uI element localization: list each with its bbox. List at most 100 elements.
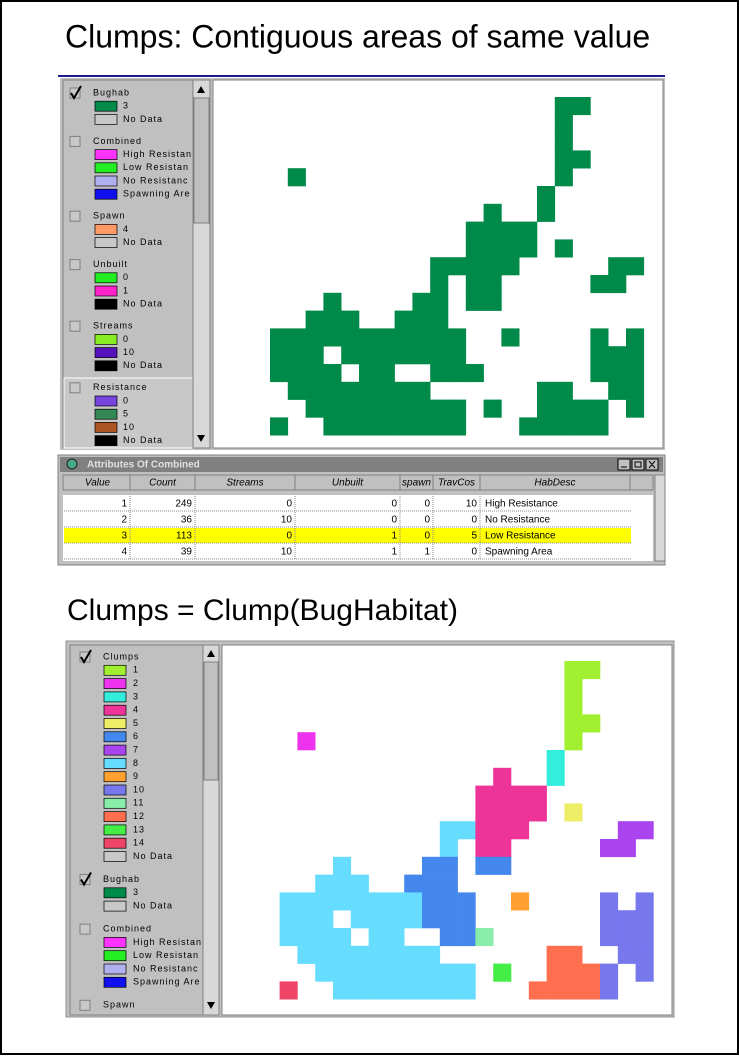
column-header[interactable]: HabDesc (534, 478, 575, 489)
layer-checkbox[interactable] (69, 382, 81, 394)
map-cell (315, 963, 334, 982)
map-cell (617, 928, 636, 947)
map-cell (359, 381, 378, 400)
layer-name: Combined (103, 923, 152, 933)
scroll-thumb[interactable] (203, 661, 219, 781)
table-scrollbar[interactable] (654, 474, 666, 562)
layer-checkbox[interactable] (79, 923, 91, 935)
maximize-button[interactable] (631, 458, 645, 471)
layer-checkbox[interactable] (79, 999, 91, 1011)
legend-swatch (94, 162, 118, 174)
layer-name: Bughab (103, 874, 140, 884)
map-cell (422, 945, 441, 964)
map-cell (287, 328, 306, 347)
map-cell (350, 981, 369, 1000)
map-cell (422, 856, 441, 875)
window-buttons[interactable] (617, 458, 659, 471)
map-cell (448, 399, 467, 418)
map-cell (465, 292, 484, 311)
column-header[interactable]: Count (149, 478, 177, 489)
map-cell (422, 874, 441, 893)
map-cell (528, 981, 547, 1000)
legend-swatch (94, 360, 118, 372)
map-cell (368, 910, 387, 929)
map-cell (323, 310, 342, 329)
selected-row[interactable] (64, 528, 631, 543)
column-header[interactable]: Unbuilt (332, 478, 364, 489)
map-cell (333, 856, 352, 875)
map-cell (341, 310, 360, 329)
map-cell (350, 892, 369, 911)
legend-label: 3 (133, 887, 139, 897)
legend-swatch (94, 408, 118, 420)
layer-checkbox[interactable] (69, 259, 81, 271)
legend-label: 5 (123, 409, 129, 419)
map-cell (483, 292, 502, 311)
map-cell (564, 945, 583, 964)
map-cell (315, 892, 334, 911)
legend-swatch (94, 334, 118, 345)
map-cell (537, 381, 556, 400)
scroll-thumb[interactable] (193, 97, 210, 224)
map-cell (493, 785, 512, 804)
map-cell (412, 328, 431, 347)
legend-swatch (103, 691, 127, 703)
table-cell: 4 (121, 547, 127, 558)
map-cell (617, 945, 636, 964)
map-cell (546, 981, 565, 1000)
map-cell (412, 417, 431, 436)
table-cell: Spawning Area (485, 547, 553, 558)
legend-label: 10 (123, 422, 135, 432)
map-cell (537, 203, 556, 222)
map-cell (376, 364, 395, 383)
column-header[interactable]: TravCos (438, 478, 475, 489)
column-header[interactable]: spawn (402, 478, 431, 489)
map-cell (315, 874, 334, 893)
layer-name: Combined (93, 136, 142, 146)
map-cell (430, 275, 449, 294)
map-cell (376, 399, 395, 418)
layer-checkbox[interactable] (69, 135, 81, 147)
map-cell (368, 928, 387, 947)
column-header[interactable]: Streams (226, 478, 263, 489)
map-cell (546, 963, 565, 982)
map-cell (475, 785, 494, 804)
table-cell: 113 (176, 531, 192, 542)
map-cell (430, 292, 449, 311)
map-cell (439, 874, 458, 893)
map-cell (412, 381, 431, 400)
layer-checkbox[interactable] (69, 210, 81, 222)
map-cell (439, 856, 458, 875)
map-cell (323, 381, 342, 400)
legend-label: 2 (133, 678, 139, 688)
map-cell (475, 928, 494, 947)
table-cell: 5 (471, 531, 477, 542)
map-cell (270, 417, 289, 436)
map-cell (465, 221, 484, 240)
legend-highlight (63, 377, 194, 449)
map-cell (376, 328, 395, 347)
map-cell (448, 257, 467, 276)
map-cell (564, 963, 583, 982)
column-header[interactable]: Value (85, 478, 111, 489)
legend-swatch (103, 811, 127, 822)
layer-name: Resistance (93, 382, 148, 392)
map-cell (564, 981, 583, 1000)
map-cell (528, 803, 547, 822)
map-cell (626, 364, 645, 383)
map-cell (475, 856, 494, 875)
map-cell (394, 381, 413, 400)
map-cell (457, 981, 476, 1000)
minimize-button[interactable] (617, 458, 631, 471)
legend-label: No Data (123, 360, 163, 370)
map-cell (457, 963, 476, 982)
map-cell (412, 292, 431, 311)
legend-label: 1 (123, 285, 129, 295)
window-title: Attributes Of Combined (87, 460, 200, 471)
layer-checkbox[interactable] (69, 320, 81, 332)
map-cell (430, 399, 449, 418)
legend-swatch (103, 976, 127, 988)
map-cell (626, 257, 645, 276)
map-cell (554, 168, 573, 187)
map-cell (333, 874, 352, 893)
